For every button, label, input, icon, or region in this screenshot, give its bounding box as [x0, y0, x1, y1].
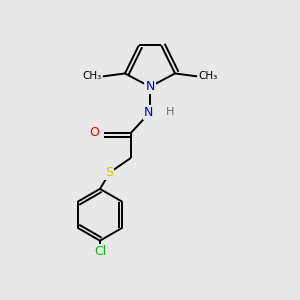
Text: H: H [166, 107, 175, 117]
Text: N: N [145, 80, 155, 93]
Text: S: S [105, 166, 113, 178]
Text: O: O [89, 126, 99, 140]
Text: N: N [144, 106, 153, 119]
Text: CH₃: CH₃ [199, 71, 218, 81]
Text: CH₃: CH₃ [82, 71, 101, 81]
Text: Cl: Cl [94, 245, 106, 258]
